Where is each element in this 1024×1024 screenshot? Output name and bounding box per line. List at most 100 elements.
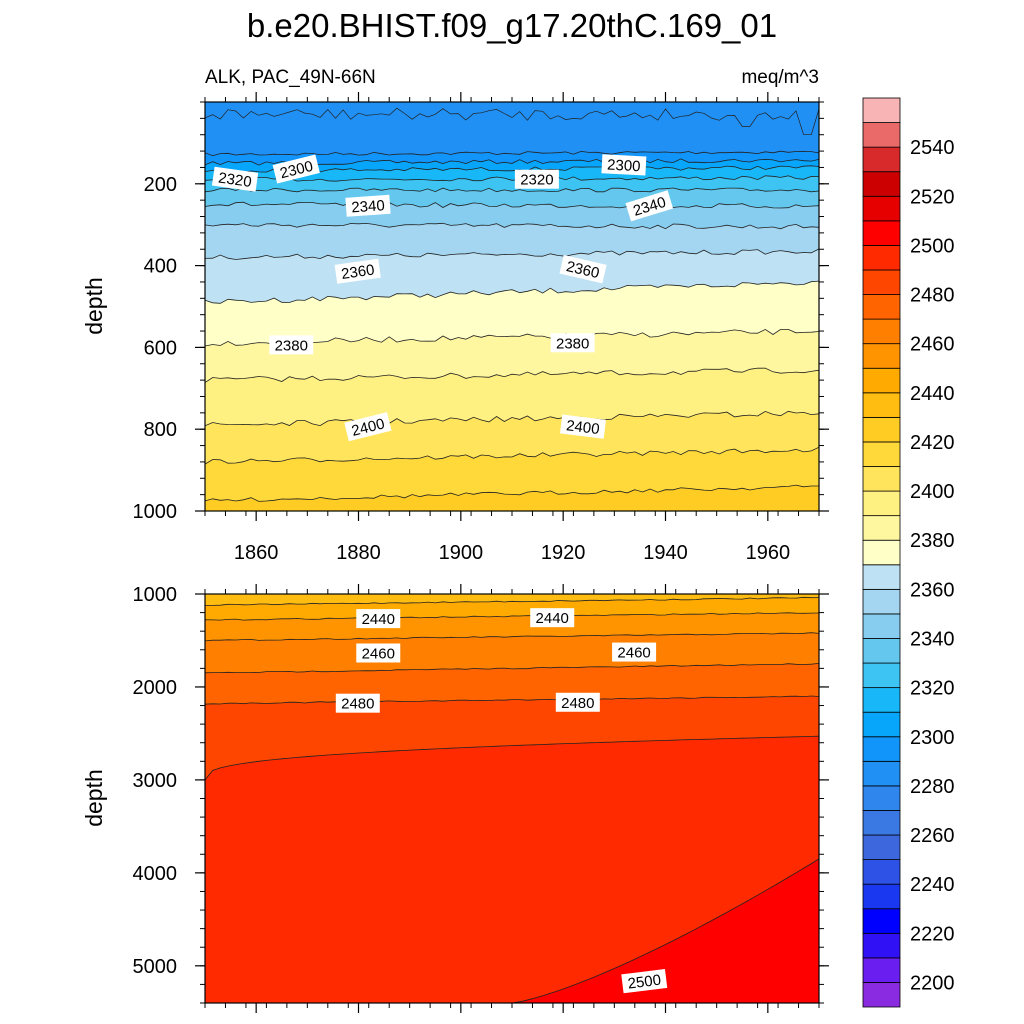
contour-label-bg: [555, 692, 600, 712]
x-tick-label: 1940: [643, 542, 688, 564]
contour-label-text: 2400: [565, 417, 600, 438]
upper-isoline: [205, 446, 819, 465]
lower-panel: 2440 2440 2460 2460 2480 2480 2500 1000 2000 300…: [81, 584, 829, 1013]
colorbar-swatch: [862, 932, 901, 959]
colorbar-tick-label: 2260: [910, 825, 955, 847]
upper-isoline: [205, 222, 819, 230]
colorbar-swatch: [862, 613, 901, 639]
contour-label-bg: [356, 609, 401, 629]
contour-label: 2380: [269, 335, 314, 355]
colorbar-swatch: [862, 441, 901, 467]
colorbar-tick-label: 2320: [910, 678, 955, 700]
contour-label: 2460: [356, 643, 401, 663]
x-tick-label: 1880: [336, 542, 381, 564]
upper-contour-lines: [205, 107, 819, 502]
colorbar-swatch: [862, 662, 901, 689]
upper-isoline: [205, 410, 819, 427]
contour-label: 2440: [530, 608, 575, 628]
colorbar-tick-label: 2300: [910, 727, 955, 749]
upper-axes: 200 400 600 800 1000 1860 1880 1900 1920 1940 1960: [133, 92, 829, 564]
contour-label: 2360: [334, 258, 381, 284]
upper-isoline: [205, 175, 819, 183]
y-tick-label: 1000: [133, 584, 178, 606]
upper-isoline: [205, 367, 819, 383]
colorbar-swatch: [862, 539, 901, 566]
colorbar-swatch: [862, 269, 901, 295]
colorbar-swatch: [862, 245, 901, 271]
colorbar-tick-label: 2360: [910, 579, 955, 601]
colorbar-swatch: [862, 97, 901, 123]
colorbar-tick-label: 2280: [910, 776, 955, 798]
x-tick-label: 1900: [439, 542, 484, 564]
colorbar: 2200 2220 2240 2260 2280 2300 2320 2340 2360 2380…: [862, 97, 955, 1008]
x-tick-label: 1920: [541, 542, 586, 564]
contour-label: 2400: [560, 414, 606, 439]
lower-isoline: [205, 632, 819, 642]
contour-label-bg: [560, 414, 606, 439]
x-tick-label: 1960: [746, 542, 791, 564]
colorbar-swatch: [862, 343, 901, 369]
y-tick-label: 400: [144, 256, 177, 278]
lower-fill-band: [512, 858, 819, 1003]
lower-contour-fill: [205, 594, 819, 1003]
contour-label-bg: [601, 154, 647, 176]
contour-label: 2440: [356, 609, 401, 629]
upper-isoline: [205, 150, 819, 157]
colorbar-swatch: [862, 146, 901, 173]
colorbar-tick-label: 2440: [910, 383, 955, 405]
chart-title: b.e20.BHIST.f09_g17.20thC.169_01: [247, 7, 777, 44]
y-tick-label: 5000: [133, 956, 178, 978]
colorbar-tick-label: 2540: [910, 137, 955, 159]
contour-label: 2340: [345, 194, 391, 217]
y-tick-label: 3000: [133, 770, 178, 792]
y-tick-label: 4000: [133, 863, 178, 885]
lower-isoline: [205, 735, 819, 781]
colorbar-tick-label: 2220: [910, 923, 955, 945]
y-tick-label: 200: [144, 174, 177, 196]
lower-isoline: [205, 612, 819, 621]
contour-label-text: 2480: [561, 695, 594, 712]
upper-fill-band: [205, 485, 819, 511]
colorbar-tick-label: 2340: [910, 628, 955, 650]
contour-label: 2480: [555, 692, 600, 712]
left-subtitle: ALK, PAC_49N-66N: [205, 67, 376, 88]
contour-label-bg: [334, 258, 381, 284]
colorbar-tick-label: 2400: [910, 481, 955, 503]
colorbar-swatch: [862, 687, 901, 713]
contour-label-bg: [272, 154, 320, 184]
contour-label-bg: [269, 335, 314, 355]
contour-label-text: 2460: [362, 645, 395, 662]
upper-y-axis-label: depth: [81, 277, 107, 335]
colorbar-swatch: [862, 294, 901, 320]
colorbar-tick-label: 2520: [910, 186, 955, 208]
units-subtitle: meq/m^3: [741, 67, 819, 88]
colorbar-swatch: [862, 122, 901, 148]
y-tick-label: 800: [144, 419, 177, 441]
contour-label-text: 2460: [617, 645, 650, 662]
colorbar-swatch: [862, 834, 901, 860]
upper-isoline: [205, 248, 819, 260]
colorbar-swatch: [862, 859, 901, 885]
upper-isoline: [205, 187, 819, 193]
colorbar-swatch: [862, 318, 901, 345]
colorbar-tick-label: 2240: [910, 874, 955, 896]
colorbar-swatch: [862, 515, 901, 541]
colorbar-tick-label: 2380: [910, 530, 955, 552]
upper-isoline: [205, 484, 819, 502]
colorbar-swatch: [862, 416, 901, 443]
contour-label: 2460: [612, 642, 657, 662]
contour-label: 2320: [514, 169, 559, 189]
contour-label-bg: [612, 642, 657, 662]
colorbar-swatch: [862, 908, 901, 934]
contour-label-bg: [559, 254, 607, 284]
upper-isoline: [205, 280, 819, 304]
contour-label-bg: [530, 608, 575, 628]
colorbar-swatch: [862, 760, 901, 787]
colorbar-tick-label: 2200: [910, 972, 955, 994]
y-tick-label: 2000: [133, 677, 178, 699]
lower-isoline: [205, 596, 819, 606]
colorbar-swatch: [862, 392, 901, 418]
colorbar-swatch: [862, 466, 901, 492]
